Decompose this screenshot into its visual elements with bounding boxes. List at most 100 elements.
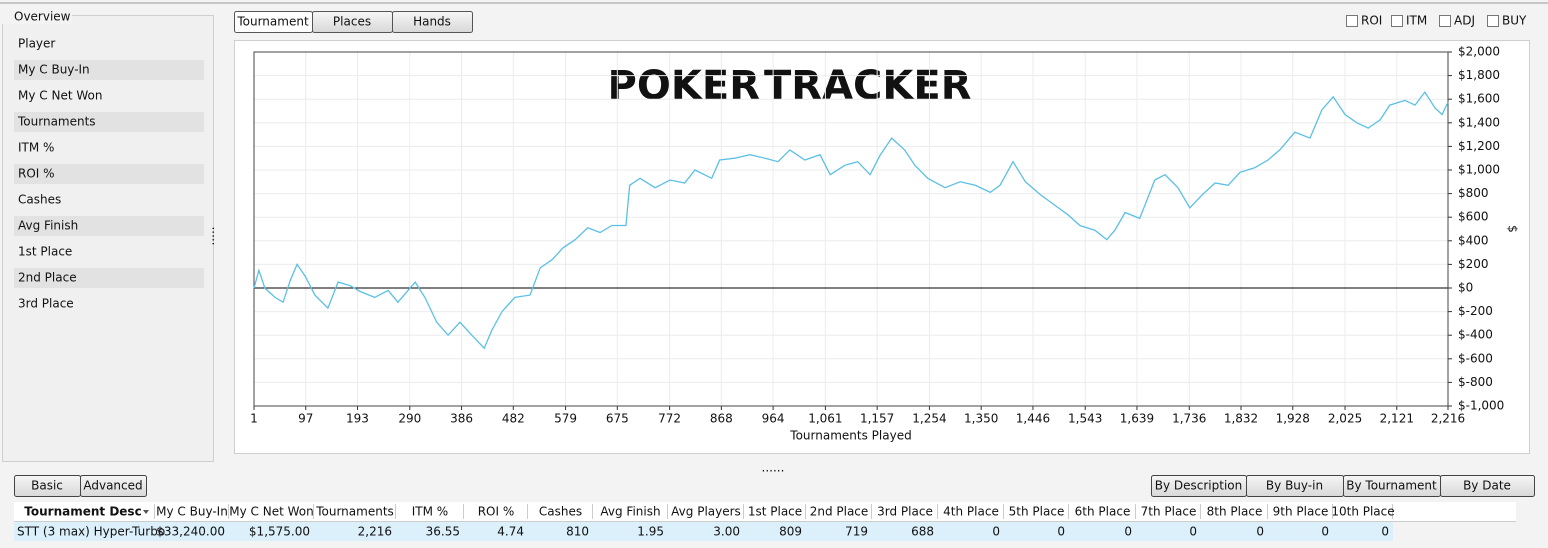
sidebar-item-bg bbox=[14, 60, 204, 80]
x-tick-label: 2,121 bbox=[1380, 412, 1414, 426]
sidebar-item[interactable]: 2nd Place bbox=[18, 271, 77, 285]
sidebar-item[interactable]: Tournaments bbox=[17, 115, 96, 129]
x-tick-label: 1,157 bbox=[860, 412, 894, 426]
sidebar-item-bg bbox=[14, 112, 204, 132]
column-header[interactable]: ROI % bbox=[478, 505, 515, 519]
column-header[interactable]: 4th Place bbox=[943, 505, 999, 519]
sort-arrow bbox=[143, 510, 149, 514]
button[interactable] bbox=[80, 475, 147, 497]
checkbox-label[interactable]: ROI bbox=[1361, 14, 1382, 28]
x-tick-label: 1,350 bbox=[964, 412, 998, 426]
x-tick-label: 482 bbox=[502, 412, 525, 426]
column-header[interactable]: 3rd Place bbox=[877, 505, 933, 519]
sidebar-item[interactable]: ROI % bbox=[18, 167, 55, 181]
button-label[interactable]: By Tournament bbox=[1346, 479, 1437, 493]
x-tick-label: 1,639 bbox=[1120, 412, 1154, 426]
tab-label[interactable]: Hands bbox=[413, 15, 451, 29]
column-header[interactable]: Avg Players bbox=[671, 505, 741, 519]
x-tick-label: 1,543 bbox=[1068, 412, 1102, 426]
column-header[interactable]: Tournament Desc bbox=[24, 505, 141, 519]
table-cell: STT (3 max) Hyper-Turbo bbox=[17, 525, 165, 539]
tab-label[interactable]: Places bbox=[333, 15, 371, 29]
x-tick-label: 1,832 bbox=[1224, 412, 1258, 426]
table-cell: 0 bbox=[1256, 525, 1264, 539]
table-cell: 688 bbox=[911, 525, 934, 539]
column-header[interactable]: 5th Place bbox=[1009, 505, 1065, 519]
x-tick-label: 1,254 bbox=[912, 412, 946, 426]
sidebar-panel bbox=[2, 15, 214, 462]
checkbox[interactable] bbox=[1439, 15, 1451, 27]
x-tick-label: 1,061 bbox=[808, 412, 842, 426]
x-tick-label: 1,736 bbox=[1172, 412, 1206, 426]
sidebar-item-bg bbox=[14, 216, 204, 236]
column-header[interactable]: ITM % bbox=[412, 505, 448, 519]
sidebar-item[interactable]: 1st Place bbox=[18, 245, 72, 259]
button[interactable] bbox=[1440, 475, 1535, 497]
sidebar-item[interactable]: Cashes bbox=[18, 193, 61, 207]
table-cell: 0 bbox=[1057, 525, 1065, 539]
column-header[interactable]: 7th Place bbox=[1141, 505, 1197, 519]
y-tick-label: $1,800 bbox=[1458, 68, 1500, 82]
sidebar-item[interactable]: Avg Finish bbox=[18, 219, 78, 233]
y-tick-label: $1,200 bbox=[1458, 139, 1500, 153]
table-cell: 4.74 bbox=[497, 525, 524, 539]
sidebar-item-bg bbox=[14, 164, 204, 184]
y-tick-label: $-1,000 bbox=[1458, 399, 1504, 413]
checkbox-label[interactable]: BUY bbox=[1502, 14, 1527, 28]
column-header[interactable]: My C Buy-In bbox=[156, 505, 228, 519]
sidebar-title: Overview bbox=[14, 10, 71, 24]
sidebar-item[interactable]: Player bbox=[18, 37, 55, 51]
y-tick-label: $1,000 bbox=[1458, 163, 1500, 177]
x-tick-label: 1,928 bbox=[1276, 412, 1310, 426]
watermark: POKER bbox=[608, 63, 760, 109]
button-label[interactable]: Advanced bbox=[83, 479, 142, 493]
sidebar-item-bg bbox=[14, 268, 204, 288]
checkbox-label[interactable]: ITM bbox=[1406, 14, 1427, 28]
y-tick-label: $200 bbox=[1458, 257, 1489, 271]
table-row-bg[interactable] bbox=[14, 522, 1393, 541]
x-tick-label: 2,025 bbox=[1328, 412, 1362, 426]
y-tick-label: $1,400 bbox=[1458, 115, 1500, 129]
tab[interactable] bbox=[392, 11, 473, 33]
x-tick-label: 1 bbox=[250, 412, 258, 426]
button-label[interactable]: By Buy-in bbox=[1266, 479, 1323, 493]
checkbox[interactable] bbox=[1391, 15, 1403, 27]
column-header[interactable]: My C Net Won bbox=[229, 505, 313, 519]
column-header[interactable]: 6th Place bbox=[1075, 505, 1131, 519]
checkbox[interactable] bbox=[1487, 15, 1499, 27]
table-cell: 2,216 bbox=[358, 525, 392, 539]
y-axis-label: $ bbox=[1506, 225, 1520, 233]
sidebar-item[interactable]: ITM % bbox=[18, 141, 54, 155]
column-header[interactable]: 10th Place bbox=[1331, 505, 1394, 519]
column-header[interactable]: 2nd Place bbox=[810, 505, 869, 519]
x-tick-label: 964 bbox=[762, 412, 785, 426]
x-tick-label: 290 bbox=[398, 412, 421, 426]
checkbox[interactable] bbox=[1346, 15, 1358, 27]
button-label[interactable]: By Date bbox=[1463, 479, 1511, 493]
column-header[interactable]: Tournaments bbox=[315, 505, 394, 519]
x-tick-label: 386 bbox=[450, 412, 473, 426]
column-header[interactable]: 1st Place bbox=[748, 505, 802, 519]
table-cell: 36.55 bbox=[426, 525, 460, 539]
x-tick-label: 1,446 bbox=[1016, 412, 1050, 426]
y-tick-label: $2,000 bbox=[1458, 45, 1500, 59]
x-tick-label: 2,216 bbox=[1431, 412, 1465, 426]
y-tick-label: $-400 bbox=[1458, 328, 1493, 342]
checkbox-label[interactable]: ADJ bbox=[1454, 14, 1475, 28]
column-header[interactable]: Avg Finish bbox=[600, 505, 660, 519]
sidebar-item[interactable]: My C Net Won bbox=[18, 89, 102, 103]
column-header[interactable]: 9th Place bbox=[1273, 505, 1329, 519]
column-header[interactable]: Cashes bbox=[539, 505, 582, 519]
column-header[interactable]: 8th Place bbox=[1207, 505, 1263, 519]
tab-label[interactable]: Tournament bbox=[236, 15, 309, 29]
line-series bbox=[253, 90, 1449, 350]
y-tick-label: $400 bbox=[1458, 233, 1489, 247]
plot-frame bbox=[253, 51, 1449, 407]
button-label[interactable]: Basic bbox=[31, 479, 63, 493]
table-cell: $33,240.00 bbox=[156, 525, 225, 539]
table-cell: $1,575.00 bbox=[249, 525, 310, 539]
sidebar-item[interactable]: My C Buy-In bbox=[18, 63, 90, 77]
sidebar-item[interactable]: 3rd Place bbox=[18, 297, 74, 311]
button-label[interactable]: By Description bbox=[1155, 479, 1243, 493]
